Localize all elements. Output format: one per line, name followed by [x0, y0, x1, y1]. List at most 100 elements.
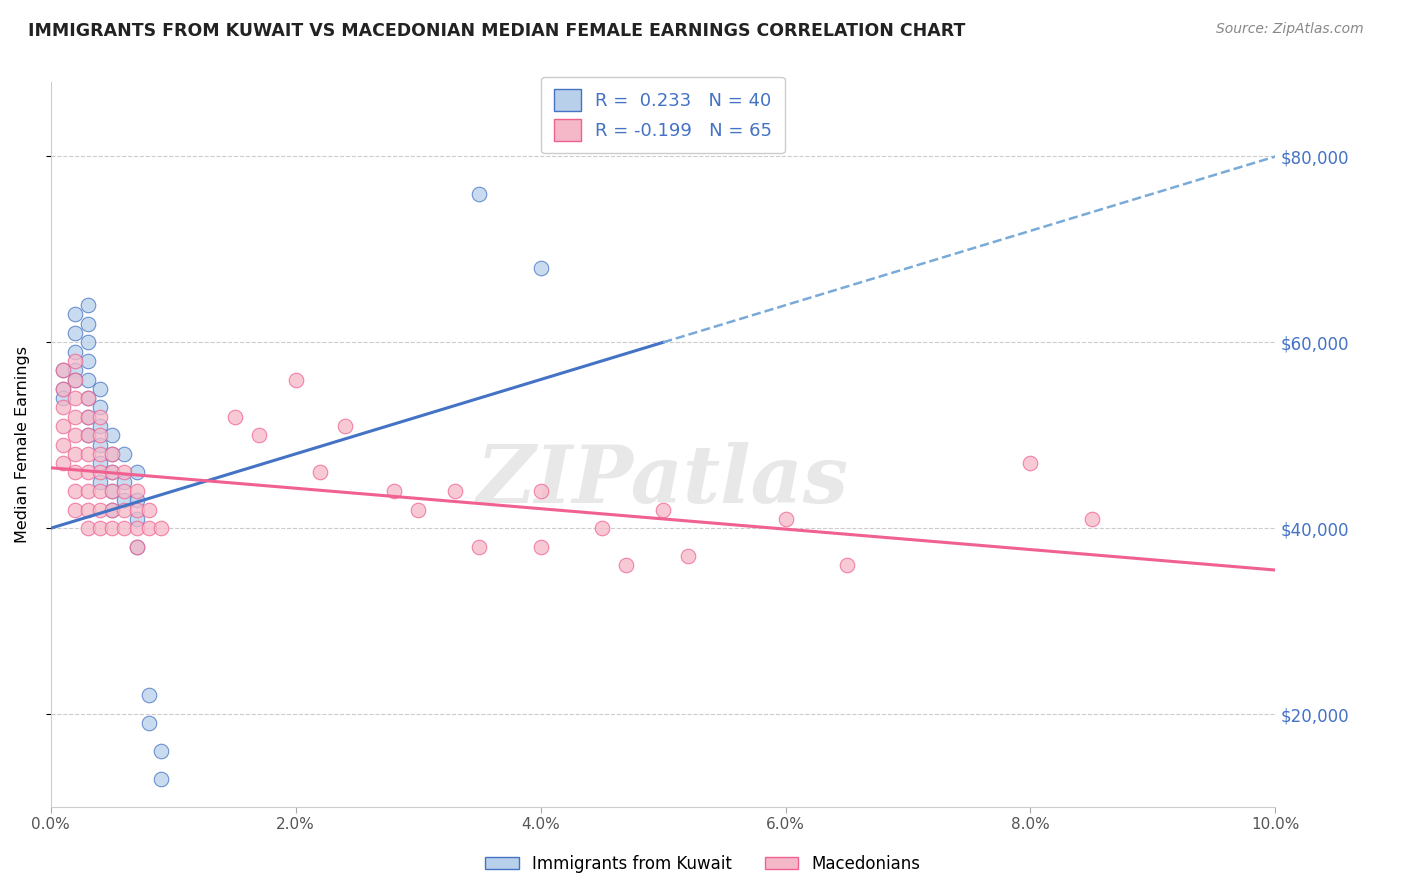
Point — [52, 437, 75, 451]
Point — [112, 502, 135, 516]
Point — [112, 521, 135, 535]
Point — [125, 502, 148, 516]
Point — [614, 558, 637, 573]
Y-axis label: Median Female Earnings: Median Female Earnings — [15, 346, 30, 543]
Point — [101, 466, 124, 480]
Point — [65, 326, 87, 340]
Point — [65, 372, 87, 386]
Point — [65, 428, 87, 442]
Point — [76, 391, 98, 405]
Point — [468, 540, 491, 554]
Point — [52, 382, 75, 396]
Point — [52, 363, 75, 377]
Point — [676, 549, 699, 563]
Point — [89, 419, 111, 434]
Point — [65, 354, 87, 368]
Point — [125, 493, 148, 508]
Point — [76, 521, 98, 535]
Point — [125, 483, 148, 498]
Point — [89, 456, 111, 470]
Point — [138, 502, 160, 516]
Point — [150, 772, 173, 786]
Point — [76, 372, 98, 386]
Point — [52, 382, 75, 396]
Point — [89, 483, 111, 498]
Point — [530, 483, 553, 498]
Text: Source: ZipAtlas.com: Source: ZipAtlas.com — [1216, 22, 1364, 37]
Point — [76, 447, 98, 461]
Point — [101, 447, 124, 461]
Point — [125, 521, 148, 535]
Point — [89, 447, 111, 461]
Point — [89, 428, 111, 442]
Text: IMMIGRANTS FROM KUWAIT VS MACEDONIAN MEDIAN FEMALE EARNINGS CORRELATION CHART: IMMIGRANTS FROM KUWAIT VS MACEDONIAN MED… — [28, 22, 966, 40]
Point — [835, 558, 858, 573]
Point — [76, 409, 98, 424]
Point — [101, 428, 124, 442]
Point — [150, 744, 173, 758]
Text: ZIPatlas: ZIPatlas — [477, 442, 849, 519]
Point — [406, 502, 429, 516]
Point — [89, 401, 111, 415]
Point — [76, 298, 98, 312]
Point — [76, 466, 98, 480]
Point — [65, 372, 87, 386]
Point — [284, 372, 307, 386]
Point — [247, 428, 270, 442]
Point — [1019, 456, 1042, 470]
Point — [76, 354, 98, 368]
Point — [112, 493, 135, 508]
Point — [76, 335, 98, 350]
Point — [89, 475, 111, 489]
Point — [101, 483, 124, 498]
Point — [652, 502, 675, 516]
Point — [333, 419, 356, 434]
Point — [444, 483, 467, 498]
Point — [65, 308, 87, 322]
Point — [52, 456, 75, 470]
Point — [52, 391, 75, 405]
Point — [125, 466, 148, 480]
Point — [65, 344, 87, 359]
Point — [775, 512, 797, 526]
Point — [101, 521, 124, 535]
Point — [52, 363, 75, 377]
Point — [89, 437, 111, 451]
Point — [530, 260, 553, 275]
Point — [112, 475, 135, 489]
Point — [89, 409, 111, 424]
Point — [76, 409, 98, 424]
Point — [76, 483, 98, 498]
Point — [65, 447, 87, 461]
Point — [65, 391, 87, 405]
Point — [112, 466, 135, 480]
Point — [1080, 512, 1102, 526]
Point — [101, 483, 124, 498]
Point — [591, 521, 613, 535]
Point — [76, 317, 98, 331]
Point — [112, 483, 135, 498]
Point — [65, 363, 87, 377]
Point — [65, 409, 87, 424]
Point — [89, 502, 111, 516]
Point — [101, 447, 124, 461]
Point — [101, 502, 124, 516]
Point — [112, 447, 135, 461]
Point — [309, 466, 332, 480]
Point — [76, 428, 98, 442]
Point — [224, 409, 246, 424]
Point — [76, 502, 98, 516]
Point — [65, 466, 87, 480]
Legend: Immigrants from Kuwait, Macedonians: Immigrants from Kuwait, Macedonians — [478, 848, 928, 880]
Point — [382, 483, 405, 498]
Point — [52, 419, 75, 434]
Point — [89, 382, 111, 396]
Point — [65, 502, 87, 516]
Point — [468, 186, 491, 201]
Point — [76, 391, 98, 405]
Point — [138, 521, 160, 535]
Point — [150, 521, 173, 535]
Point — [101, 502, 124, 516]
Point — [65, 483, 87, 498]
Point — [101, 466, 124, 480]
